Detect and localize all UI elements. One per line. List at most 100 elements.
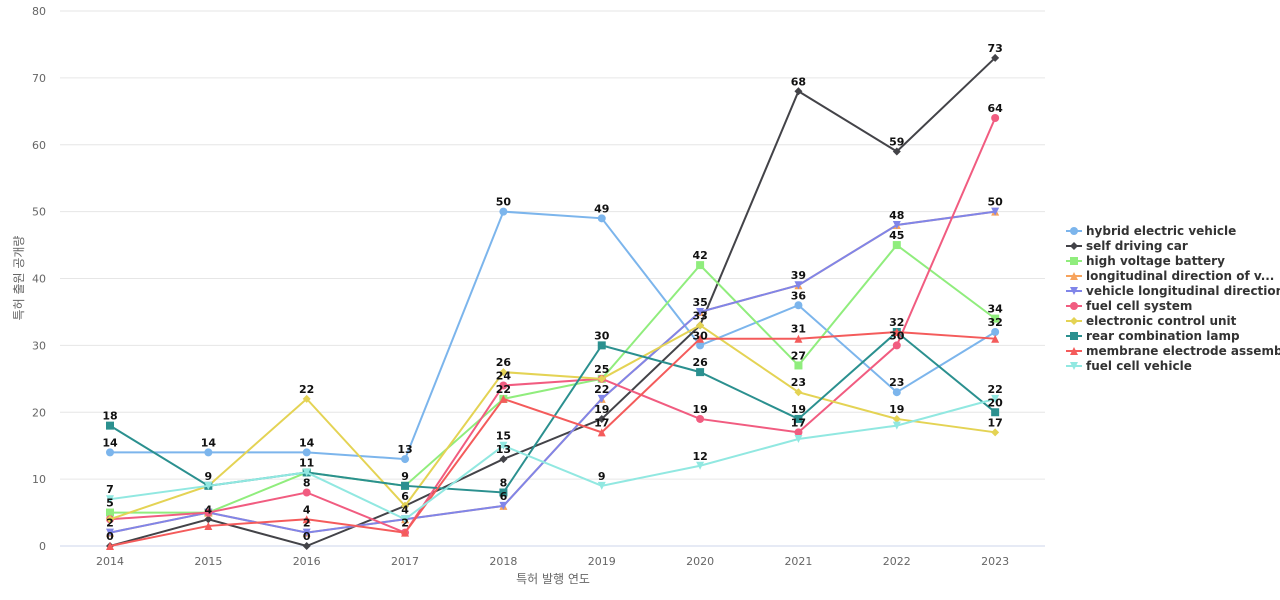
data-point bbox=[892, 341, 901, 350]
series bbox=[106, 321, 1000, 524]
data-point bbox=[892, 421, 901, 430]
data-label: 22 bbox=[299, 383, 314, 396]
data-point bbox=[302, 515, 311, 524]
data-point bbox=[794, 428, 803, 437]
data-point bbox=[794, 435, 803, 443]
data-point bbox=[696, 307, 705, 316]
data-label: 25 bbox=[594, 363, 609, 376]
data-label: 48 bbox=[889, 209, 904, 222]
data-point bbox=[204, 515, 213, 524]
data-point bbox=[696, 321, 705, 330]
data-label: 19 bbox=[791, 403, 806, 416]
series-line bbox=[109, 397, 996, 521]
series bbox=[106, 207, 1000, 464]
data-label: 35 bbox=[692, 296, 707, 309]
legend-item: vehicle longitudinal direction bbox=[1066, 284, 1280, 298]
legend-label: fuel cell system bbox=[1086, 299, 1192, 313]
y-tick-label: 70 bbox=[32, 72, 46, 85]
data-point bbox=[892, 221, 901, 229]
legend-label: vehicle longitudinal direction bbox=[1086, 284, 1280, 298]
data-label: 32 bbox=[987, 316, 1002, 329]
data-label: 2 bbox=[401, 517, 409, 530]
data-point bbox=[892, 388, 901, 397]
data-point bbox=[106, 508, 114, 517]
data-point bbox=[499, 381, 508, 390]
legend-label: fuel cell vehicle bbox=[1086, 359, 1192, 373]
data-point bbox=[401, 501, 410, 510]
data-point bbox=[991, 394, 1000, 403]
data-label: 5 bbox=[106, 497, 114, 510]
y-tick-label: 0 bbox=[39, 540, 46, 553]
y-axis-title: 특허 출원 공개량 bbox=[12, 236, 26, 321]
series-line bbox=[109, 117, 997, 534]
data-label: 14 bbox=[299, 436, 315, 449]
y-tick-label: 20 bbox=[32, 406, 46, 419]
data-point bbox=[302, 468, 311, 477]
legend-item: high voltage battery bbox=[1066, 254, 1225, 268]
data-point bbox=[696, 334, 705, 343]
data-point bbox=[597, 428, 606, 437]
legend-item: fuel cell vehicle bbox=[1066, 359, 1192, 373]
data-label: 13 bbox=[496, 443, 511, 456]
legend-label: electronic control unit bbox=[1086, 314, 1237, 328]
legend-label: membrane electrode assembly bbox=[1086, 344, 1280, 358]
data-point bbox=[597, 481, 606, 490]
data-label: 9 bbox=[598, 470, 606, 483]
series-line bbox=[109, 210, 996, 534]
legend-item: longitudinal direction of v... bbox=[1066, 269, 1274, 283]
data-label: 9 bbox=[401, 470, 409, 483]
data-label: 20 bbox=[987, 396, 1003, 409]
legend-marker bbox=[1070, 302, 1078, 310]
data-label: 14 bbox=[201, 436, 217, 449]
data-label: 26 bbox=[496, 356, 512, 369]
data-point bbox=[401, 515, 410, 524]
data-point bbox=[204, 508, 213, 517]
data-label: 2 bbox=[303, 517, 311, 530]
data-label: 23 bbox=[889, 376, 904, 389]
data-label: 9 bbox=[205, 470, 213, 483]
data-point bbox=[991, 334, 1000, 343]
series bbox=[106, 53, 1000, 550]
x-tick-label: 2018 bbox=[489, 555, 517, 568]
y-tick-label: 50 bbox=[32, 206, 46, 219]
data-point bbox=[696, 461, 705, 470]
legend-marker bbox=[1070, 227, 1078, 235]
data-label: 39 bbox=[791, 269, 806, 282]
data-point bbox=[204, 448, 213, 457]
data-point bbox=[794, 281, 803, 290]
legend-marker bbox=[1070, 242, 1078, 250]
data-label: 30 bbox=[594, 329, 610, 342]
data-point bbox=[106, 448, 114, 457]
data-label: 8 bbox=[500, 477, 508, 490]
data-point bbox=[991, 53, 1000, 62]
legend-label: rear combination lamp bbox=[1086, 329, 1240, 343]
data-point bbox=[401, 455, 410, 464]
data-label: 18 bbox=[102, 410, 117, 423]
data-point bbox=[696, 341, 705, 350]
data-label: 13 bbox=[397, 443, 412, 456]
legend-marker bbox=[1070, 362, 1078, 370]
legend-label: hybrid electric vehicle bbox=[1086, 224, 1236, 238]
y-axis-ticks: 0 10 20 30 40 50 60 70 80 bbox=[32, 5, 46, 553]
data-point bbox=[106, 515, 114, 524]
data-point bbox=[696, 261, 705, 270]
x-tick-label: 2016 bbox=[293, 555, 321, 568]
series-line bbox=[109, 330, 996, 547]
data-point bbox=[204, 481, 213, 490]
data-point bbox=[794, 334, 803, 343]
data-point bbox=[892, 414, 901, 423]
x-tick-label: 2022 bbox=[883, 555, 911, 568]
data-point bbox=[204, 521, 213, 530]
data-label: 36 bbox=[791, 289, 807, 302]
data-point bbox=[991, 314, 1000, 323]
data-point bbox=[401, 481, 410, 490]
y-tick-label: 10 bbox=[32, 473, 46, 486]
legend-marker bbox=[1070, 257, 1078, 265]
data-label: 6 bbox=[401, 490, 409, 503]
legend-marker bbox=[1070, 332, 1078, 340]
data-point bbox=[597, 341, 606, 350]
data-point bbox=[597, 214, 606, 223]
data-point bbox=[302, 542, 311, 550]
